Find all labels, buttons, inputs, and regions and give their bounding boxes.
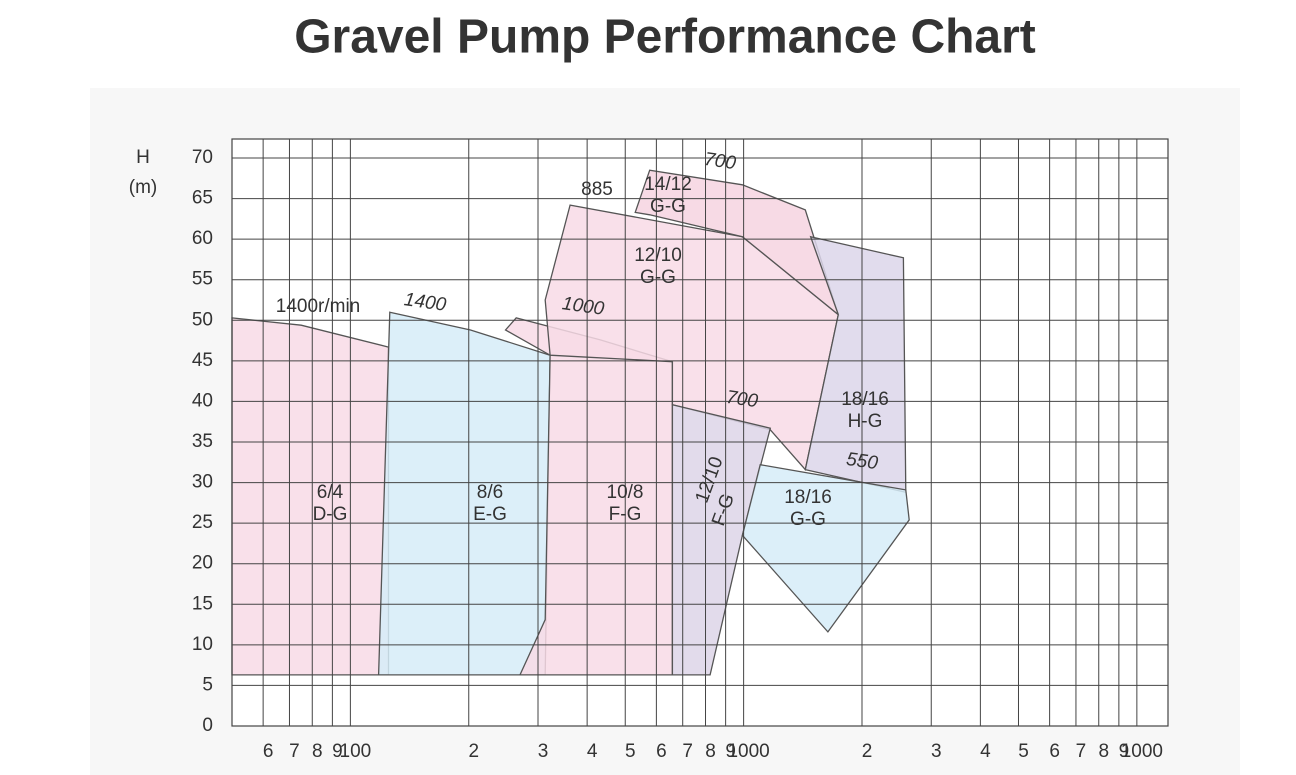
y-tick-label: 70	[192, 147, 213, 168]
region-label: 18/16	[784, 487, 832, 508]
speed-label: 550	[845, 449, 880, 474]
region-label: 14/12	[644, 174, 692, 195]
region-label: 10/8	[607, 482, 644, 503]
x-tick-label: 100	[340, 741, 372, 762]
x-tick-label: 6	[656, 741, 667, 762]
x-tick-label: 7	[682, 741, 693, 762]
x-tick-label: 8	[1098, 741, 1109, 762]
x-tick-label: 5	[1018, 741, 1029, 762]
x-tick-label: 4	[587, 741, 598, 762]
region-label: E-G	[473, 504, 507, 525]
x-tick-label: 4	[980, 741, 991, 762]
y-tick-label: 55	[192, 269, 213, 290]
x-tick-label: 5	[625, 741, 636, 762]
pump-region	[231, 317, 390, 676]
chart-title: Gravel Pump Performance Chart	[294, 11, 1036, 64]
x-tick-label: 1000	[727, 741, 769, 762]
x-tick-label: 2	[468, 741, 479, 762]
x-tick-label: 8	[705, 741, 716, 762]
y-tick-label: 45	[192, 350, 213, 371]
y-tick-label: 60	[192, 228, 213, 249]
region-label: 8/6	[477, 482, 503, 503]
y-tick-label: 5	[202, 674, 213, 695]
plot-frame	[231, 138, 1169, 727]
speed-label: 700	[725, 387, 760, 412]
region-label: 6/4	[317, 482, 344, 503]
y-axis-label: H	[136, 147, 150, 168]
pump-region	[671, 403, 772, 676]
y-tick-label: 10	[192, 634, 213, 655]
pump-region	[377, 311, 551, 676]
x-tick-label: 6	[1049, 741, 1060, 762]
x-tick-label: 7	[1076, 741, 1087, 762]
x-tick-label: 1000	[1121, 741, 1163, 762]
x-tick-label: 6	[263, 741, 274, 762]
region-label: G-G	[640, 267, 676, 288]
y-axis-label: (m)	[129, 177, 157, 198]
x-tick-label: 9	[332, 741, 343, 762]
x-tick-label: 9	[1119, 741, 1130, 762]
speed-label: 1400r/min	[276, 296, 361, 317]
region-label: H-G	[848, 411, 883, 432]
region-label: F-G	[609, 504, 642, 525]
x-tick-label: 2	[862, 741, 873, 762]
region-label: 18/16	[841, 389, 889, 410]
y-tick-label: 40	[192, 390, 213, 411]
y-tick-label: 20	[192, 553, 213, 574]
y-tick-label: 30	[192, 472, 213, 493]
y-tick-label: 35	[192, 431, 213, 452]
y-tick-label: 15	[192, 593, 213, 614]
x-tick-label: 9	[725, 741, 736, 762]
y-tick-label: 0	[202, 715, 213, 736]
x-tick-label: 8	[312, 741, 323, 762]
region-label: D-G	[313, 504, 348, 525]
y-tick-label: 25	[192, 512, 213, 533]
x-tick-label: 7	[289, 741, 300, 762]
y-tick-label: 50	[192, 309, 213, 330]
x-tick-label: 3	[931, 741, 942, 762]
speed-label: 885	[581, 179, 613, 200]
region-label: G-G	[790, 509, 826, 530]
x-tick-label: 3	[538, 741, 549, 762]
y-tick-label: 65	[192, 188, 213, 209]
region-label: 12/10	[634, 245, 682, 266]
speed-label: 700	[703, 149, 738, 174]
region-label: G-G	[650, 196, 686, 217]
